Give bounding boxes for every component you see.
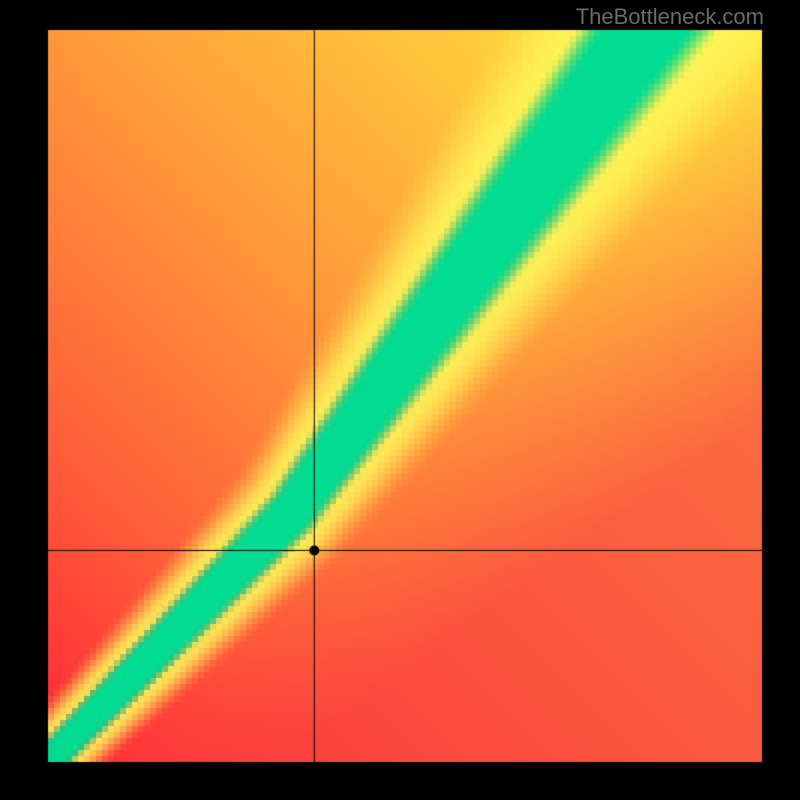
- watermark-text: TheBottleneck.com: [576, 4, 764, 30]
- bottleneck-heatmap: [0, 0, 800, 800]
